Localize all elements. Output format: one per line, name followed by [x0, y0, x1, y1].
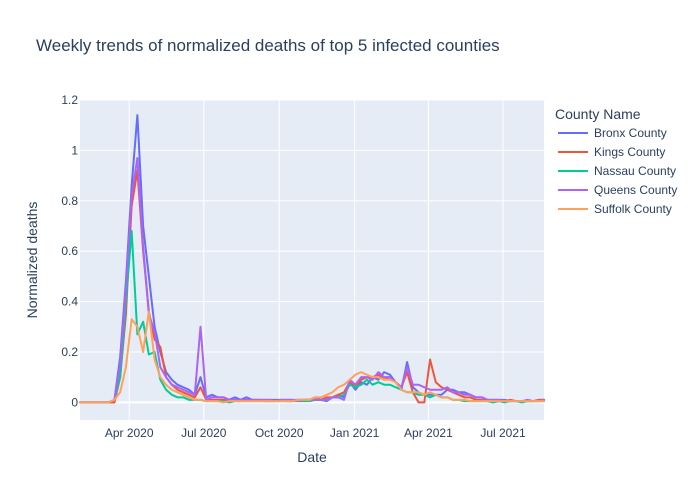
- x-axis-title: Date: [297, 449, 327, 465]
- legend-label: Nassau County: [594, 164, 676, 178]
- chart-title: Weekly trends of normalized deaths of to…: [36, 36, 500, 55]
- legend-item-bronx-county[interactable]: Bronx County: [558, 126, 667, 140]
- legend: County Name Bronx County Kings County Nass…: [555, 106, 677, 216]
- grid-lines: [80, 99, 544, 420]
- legend-title: County Name: [555, 106, 641, 122]
- series-line-queens-county: [79, 156, 545, 404]
- plot-area: [80, 100, 544, 420]
- y-tick-label: 0.6: [61, 244, 78, 258]
- y-tick-label: 1.2: [61, 93, 78, 107]
- x-tick-label: Jan 2021: [330, 426, 380, 440]
- y-tick-label: 0.2: [61, 345, 78, 359]
- y-tick-label: 0.4: [61, 295, 78, 309]
- legend-item-kings-county[interactable]: Kings County: [558, 145, 665, 159]
- legend-item-suffolk-county[interactable]: Suffolk County: [558, 202, 672, 216]
- series-layer: [79, 114, 545, 404]
- y-tick-label: 0: [71, 395, 78, 409]
- legend-label: Bronx County: [594, 126, 667, 140]
- x-tick-label: Apr 2021: [404, 426, 453, 440]
- legend-items: Bronx County Kings County Nassau County Que…: [558, 126, 677, 216]
- y-axis-title: Normalized deaths: [24, 202, 40, 319]
- y-tick-label: 0.8: [61, 194, 78, 208]
- legend-label: Kings County: [594, 145, 665, 159]
- x-axis-ticks: Apr 2020 Jul 2020 Oct 2020 Jan 2021 Apr 2021…: [105, 426, 526, 440]
- x-tick-label: Oct 2020: [255, 426, 304, 440]
- legend-label: Suffolk County: [594, 202, 672, 216]
- y-tick-label: 1: [71, 143, 78, 157]
- x-tick-label: Jul 2020: [181, 426, 227, 440]
- series-line-suffolk-county: [79, 310, 545, 404]
- x-tick-label: Apr 2020: [105, 426, 154, 440]
- x-tick-label: Jul 2021: [480, 426, 526, 440]
- legend-item-nassau-county[interactable]: Nassau County: [558, 164, 676, 178]
- y-axis-ticks: 0 0.2 0.4 0.6 0.8 1 1.2: [61, 93, 78, 409]
- legend-label: Queens County: [594, 183, 677, 197]
- legend-item-queens-county[interactable]: Queens County: [558, 183, 677, 197]
